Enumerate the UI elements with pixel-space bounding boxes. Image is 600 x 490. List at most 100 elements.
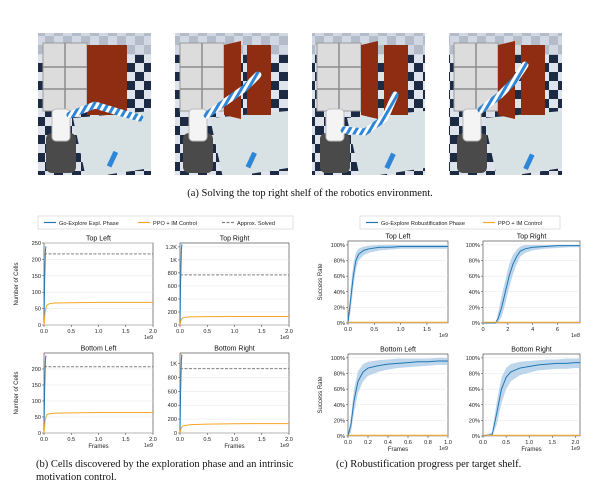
x-tick-label: 0.5 bbox=[370, 327, 378, 333]
x-tick-label: 2.0 bbox=[571, 440, 579, 446]
series-line bbox=[347, 245, 448, 324]
y-tick-label: 0 bbox=[38, 431, 41, 437]
y-tick-label: 100 bbox=[32, 399, 41, 405]
plot-frame bbox=[43, 352, 154, 434]
marble-table bbox=[484, 111, 562, 175]
y-tick-label: 80% bbox=[469, 372, 480, 378]
chart-c-top-right: 0% 20% 40% 60% 80% 100% 0 2 4 6 Top Right 1e8 bbox=[466, 234, 581, 339]
x-axis-label: Frames bbox=[88, 444, 108, 450]
x-tick-label: 6 bbox=[556, 327, 559, 333]
x-tick-label: 1.5 bbox=[548, 440, 556, 446]
x-tick-label: 0.0 bbox=[344, 440, 352, 446]
y-tick-label: 60% bbox=[334, 274, 345, 280]
confidence-band bbox=[483, 358, 580, 436]
x-tick-label: 0.0 bbox=[40, 437, 48, 443]
chart-b-top-right: 0 200 400 600 800 1K 1.2K 0.0 0.5 1.0 1.5 2.0 Top Ri… bbox=[165, 236, 292, 342]
chart-title: Bottom Right bbox=[214, 346, 255, 353]
y-axis-label: Number of Cells bbox=[14, 371, 20, 414]
x-tick-label: 1.5 bbox=[258, 437, 266, 443]
y-tick-label: 40% bbox=[469, 290, 480, 296]
cabinet-door-open bbox=[224, 41, 241, 119]
marble-table bbox=[210, 111, 288, 175]
charts-area: Go-Explore Expl. Phase PPO + IM Control Ap… bbox=[14, 215, 581, 454]
x-tick-label: 0.6 bbox=[404, 440, 412, 446]
y-tick-label: 800 bbox=[168, 375, 177, 381]
x-multiplier: 1e8 bbox=[571, 333, 580, 339]
y-tick-label: 200 bbox=[32, 367, 41, 373]
legend-robustification: Go-Explore Robustification Phase PPO + IM… bbox=[359, 215, 561, 230]
x-tick-label: 0.4 bbox=[384, 440, 392, 446]
y-tick-label: 100% bbox=[466, 243, 480, 249]
series-line bbox=[179, 316, 289, 326]
chart-b-bottom-right: 0 200 400 600 800 1K 0.0 0.5 1.0 1.5 2.0 Bottom Rig… bbox=[168, 346, 293, 451]
y-tick-label: 40% bbox=[334, 290, 345, 296]
robot-base bbox=[46, 133, 76, 173]
y-axis-label: Success Rate bbox=[318, 263, 324, 301]
robot-arm bbox=[340, 91, 399, 136]
x-tick-label: 0.0 bbox=[176, 329, 184, 335]
y-tick-label: 20% bbox=[469, 305, 480, 311]
y-tick-label: 150 bbox=[32, 383, 41, 389]
y-tick-label: 0% bbox=[472, 321, 480, 327]
blue-block bbox=[245, 151, 257, 169]
x-tick-label: 1.0 bbox=[397, 327, 405, 333]
x-tick-label: 0.0 bbox=[40, 329, 48, 335]
y-tick-label: 80% bbox=[334, 259, 345, 265]
chart-title: Top Right bbox=[220, 236, 250, 243]
robot-arm bbox=[66, 101, 144, 122]
y-tick-label: 600 bbox=[168, 389, 177, 395]
robot-torso bbox=[51, 108, 71, 142]
x-tick-label: 1.5 bbox=[122, 437, 130, 443]
series-line bbox=[43, 412, 153, 434]
plot-frame bbox=[347, 240, 449, 324]
x-tick-label: 2 bbox=[506, 327, 509, 333]
x-tick-label: 0.8 bbox=[424, 440, 432, 446]
plot-frame bbox=[482, 240, 581, 324]
y-tick-label: 100% bbox=[331, 356, 345, 362]
x-tick-label: 1.5 bbox=[423, 327, 431, 333]
y-axis-label: Number of Cells bbox=[14, 262, 20, 305]
chart-c-bottom-left: 0% 20% 40% 60% 80% 100% 0.0 0.2 0.4 0.6 0.8 1.0 Bott… bbox=[318, 347, 452, 454]
x-multiplier: 1e9 bbox=[439, 333, 448, 339]
chart-title: Bottom Right bbox=[511, 347, 552, 354]
y-tick-label: 200 bbox=[32, 257, 41, 263]
series-line bbox=[347, 360, 448, 437]
caption-b: (b) Cells discovered by the exploration … bbox=[36, 459, 294, 483]
x-axis-label: Frames bbox=[388, 447, 408, 453]
robot-base bbox=[457, 133, 487, 173]
robot-base bbox=[183, 133, 213, 173]
blue-block bbox=[523, 153, 535, 171]
x-tick-label: 0.5 bbox=[203, 437, 211, 443]
y-tick-label: 0% bbox=[337, 434, 345, 440]
legend-box bbox=[359, 215, 561, 230]
robot-arm bbox=[477, 61, 529, 114]
robot-torso bbox=[462, 108, 482, 142]
x-axis-label: Frames bbox=[521, 447, 541, 453]
x-multiplier: 1e9 bbox=[571, 446, 580, 452]
plot-frame bbox=[179, 352, 290, 434]
robot-photo-1 bbox=[38, 33, 151, 175]
y-tick-label: 200 bbox=[168, 310, 177, 316]
robot-photo-strip bbox=[38, 33, 562, 175]
y-tick-label: 150 bbox=[32, 274, 41, 280]
marble-table bbox=[73, 111, 151, 175]
chart-title: Top Right bbox=[517, 234, 547, 241]
x-tick-label: 1.0 bbox=[525, 440, 533, 446]
y-tick-label: 400 bbox=[168, 297, 177, 303]
y-tick-label: 0 bbox=[174, 431, 177, 437]
x-tick-label: 2.0 bbox=[149, 329, 157, 335]
chart-title: Top Left bbox=[86, 236, 111, 243]
x-tick-label: 0.5 bbox=[502, 440, 510, 446]
y-tick-label: 400 bbox=[168, 403, 177, 409]
x-multiplier: 1e9 bbox=[280, 335, 289, 341]
x-tick-label: 0.2 bbox=[364, 440, 372, 446]
y-tick-label: 50 bbox=[35, 307, 41, 313]
x-axis-label: Frames bbox=[224, 444, 244, 450]
y-tick-label: 60% bbox=[334, 387, 345, 393]
x-tick-label: 1.0 bbox=[444, 440, 452, 446]
plot-frame bbox=[43, 242, 154, 326]
caption-a: (a) Solving the top right shelf of the r… bbox=[187, 188, 433, 199]
series-line bbox=[179, 244, 183, 326]
x-tick-label: 1.5 bbox=[258, 329, 266, 335]
series-line bbox=[179, 354, 183, 434]
